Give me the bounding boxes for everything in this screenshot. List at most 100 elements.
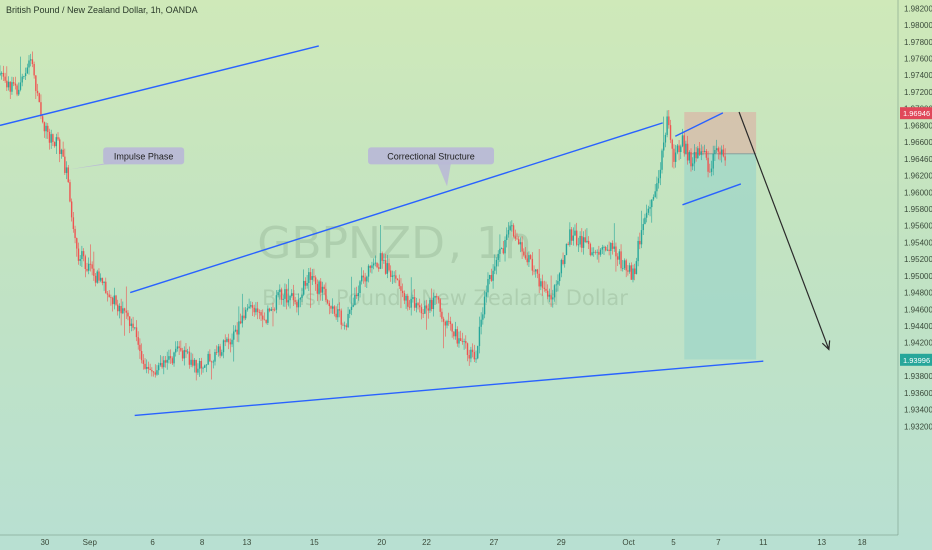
candle-body [681,135,684,147]
candle [724,148,726,166]
candle-body [342,324,344,326]
candle [236,322,238,342]
candle [275,290,278,314]
candle-body [663,142,665,151]
candle [28,55,30,75]
candle [321,281,324,301]
candle [437,295,440,304]
candle-body [318,281,320,294]
candle-body [6,80,8,88]
candle [94,273,97,287]
candle [291,289,293,298]
price-axis[interactable]: 1.98200 1.98000 1.97800 1.97600 1.97400 1.972… [897,0,932,535]
candle-body [495,259,498,267]
take-profit-zone[interactable] [684,153,757,360]
candle [538,248,540,294]
correctional-upper-line[interactable] [129,122,663,294]
candle [601,244,603,254]
candle [488,274,491,285]
candle-body [7,81,10,88]
candle-body [296,301,298,308]
candle-body [635,261,638,275]
candle [605,245,607,252]
candle-body [371,265,373,268]
candle [4,72,6,83]
correctional-lower-line[interactable] [134,360,764,417]
candle [253,304,255,317]
candle-body [533,270,535,272]
candle-body [84,256,87,269]
candle [349,309,351,319]
candle [714,145,716,161]
price-tick-label: 1.95800 [904,205,932,214]
flag-lower-line[interactable] [682,183,742,206]
candle [616,253,619,267]
trendlines[interactable] [0,45,764,417]
candle [398,274,400,289]
candle [215,345,218,355]
candle-body [224,340,226,342]
candle [372,258,375,270]
candle [279,284,281,300]
candle [432,292,435,317]
candle [345,323,348,331]
candle [615,242,617,272]
candle [243,307,245,321]
candle [410,277,412,316]
stop-loss-zone[interactable] [684,112,757,154]
candle [482,307,484,325]
candle [523,248,525,257]
candle-body [205,364,208,366]
flag-upper-line[interactable] [674,112,724,137]
candle [463,338,465,350]
candle [412,294,414,303]
candle-body [393,275,395,277]
upper-channel-line[interactable] [0,45,319,127]
symbol-watermark: GBPNZD , 1h British Pound / New Zealand … [257,218,628,310]
candle [362,270,365,284]
candle [115,294,117,306]
candle-body [280,289,283,300]
candle-body [163,360,165,368]
candle-body [52,134,54,142]
candle [552,289,554,308]
projection-arrow-line[interactable] [738,111,830,350]
candle-body [62,149,64,157]
projection-arrow-group[interactable] [738,111,831,351]
candle-body [432,297,435,310]
candle [79,254,81,266]
candle [284,283,286,307]
candle [212,359,214,369]
candle [553,284,556,302]
candle [270,307,272,312]
annotation-callouts[interactable]: Impulse Phase Correctional Structure [69,147,495,187]
time-tick-label: 11 [759,538,768,547]
candle [395,269,397,284]
candle-body [671,139,673,149]
callout-correctional-structure[interactable]: Correctional Structure [368,147,495,187]
time-axis[interactable]: 30 Sep 6 8 13 15 20 22 27 29 Oct 5 7 11 13 18 [0,534,898,547]
candle-body [275,295,278,310]
candle [357,285,360,301]
candle-body [152,371,155,373]
position-zones[interactable] [684,112,757,360]
candle [314,275,317,291]
time-tick-label: 13 [817,538,826,547]
price-tick-label: 1.96600 [904,138,932,147]
time-tick-label: 29 [557,538,566,547]
candle [134,327,136,330]
candle-body [615,246,617,257]
candle-body [214,352,216,362]
candle-body [606,249,609,251]
candle-body [690,152,692,167]
candle-body [19,82,22,90]
candle-body [712,153,714,169]
callout-impulse-phase[interactable]: Impulse Phase [69,147,185,170]
candle-body [125,310,127,313]
candle [468,349,470,366]
candle-body [628,265,631,272]
candle-body [41,116,44,123]
candle [239,313,242,325]
